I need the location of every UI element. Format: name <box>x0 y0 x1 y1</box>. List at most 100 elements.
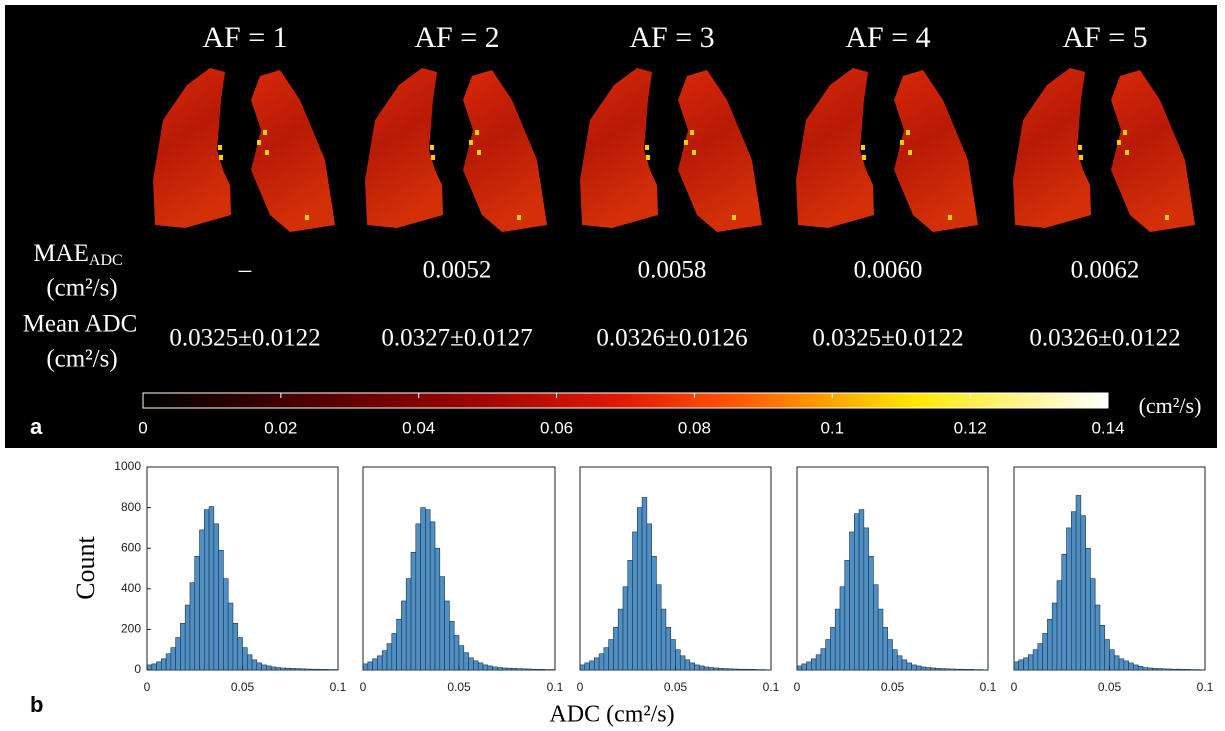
hotspot <box>219 155 223 160</box>
histogram-bar <box>695 665 700 670</box>
y-tick-label: 200 <box>121 622 141 636</box>
histogram-bar <box>594 658 599 670</box>
histogram-bar <box>1110 650 1115 670</box>
histogram-bar <box>1124 661 1129 670</box>
histogram-bar <box>830 627 835 670</box>
hotspot <box>1117 140 1121 145</box>
panel-label: b <box>30 692 43 717</box>
histogram-bar <box>699 666 704 670</box>
histogram-bar <box>445 601 450 670</box>
hotspot <box>862 155 866 160</box>
histogram-bar <box>1105 640 1110 670</box>
histogram-bar <box>604 648 609 670</box>
hotspot <box>1079 155 1083 160</box>
histogram-bar <box>295 669 300 670</box>
histogram-bar <box>416 524 421 670</box>
histogram-bar <box>926 668 931 670</box>
histogram-bar <box>613 627 618 670</box>
histogram-bar <box>1062 554 1067 670</box>
histogram-bar <box>802 664 807 670</box>
histogram-bar <box>714 668 719 670</box>
histogram-bar <box>411 552 416 670</box>
mean-adc-value: 0.0325±0.0122 <box>812 325 963 352</box>
column-title: AF = 4 <box>845 21 930 54</box>
histogram-bar <box>959 669 964 670</box>
histogram-bar <box>666 627 671 670</box>
histogram-bar <box>478 663 483 670</box>
histogram-bar <box>152 664 157 670</box>
colorbar-tick-label: 0.02 <box>264 418 297 437</box>
histogram-bar <box>497 668 502 670</box>
column-title: AF = 5 <box>1062 21 1147 54</box>
histogram-bar <box>157 662 162 670</box>
histogram-bar <box>435 548 440 670</box>
histogram-bar <box>931 668 936 670</box>
hotspot <box>218 145 222 150</box>
histogram-bar <box>816 655 821 670</box>
histogram-bar <box>1157 669 1162 670</box>
histogram-bar <box>247 655 252 670</box>
y-tick-label: 400 <box>121 581 141 595</box>
histogram-bar <box>300 669 305 670</box>
histogram-bar <box>1038 644 1043 670</box>
hotspot <box>645 145 649 150</box>
colorbar-tick-label: 0.04 <box>402 418 435 437</box>
histogram-bar <box>738 669 743 670</box>
histogram-bar <box>888 640 893 670</box>
histogram-bar <box>1090 579 1095 670</box>
histogram-bar <box>507 668 512 670</box>
page: a b MAEADC (cm²/s) Mean ADC (cm²/s) (cm²… <box>0 0 1225 731</box>
histogram-bar <box>368 662 373 670</box>
histogram-bar <box>397 619 402 670</box>
histogram-bar <box>324 669 329 670</box>
hotspot <box>908 150 912 155</box>
histogram-bar <box>907 663 912 670</box>
histogram-bar <box>502 668 507 670</box>
hotspot <box>263 130 267 135</box>
colorbar-tick-label: 0.1 <box>820 418 844 437</box>
histogram-bar <box>609 640 614 670</box>
x-axis-label: ADC (cm²/s) <box>549 702 674 728</box>
histogram-bar <box>647 524 652 670</box>
histogram-bar <box>266 666 271 670</box>
column-title: AF = 2 <box>414 21 499 54</box>
histogram-bar <box>401 601 406 670</box>
histogram-bar <box>1019 660 1024 670</box>
histogram-bar <box>1148 668 1153 670</box>
y-tick-label: 1000 <box>114 459 141 473</box>
x-tick-label: 0.05 <box>881 680 905 694</box>
histogram-bar <box>290 668 295 670</box>
histogram-bar <box>854 514 859 670</box>
histogram-bar <box>1186 669 1191 670</box>
y-axis-label: Count <box>71 535 100 599</box>
histogram-bar <box>185 605 190 670</box>
histogram-bar <box>897 656 902 670</box>
histogram-bar <box>859 510 864 670</box>
colorbar-tick-label: 0.12 <box>954 418 987 437</box>
histogram-bar <box>1114 656 1119 670</box>
x-tick-label: 0.1 <box>763 680 780 694</box>
histogram-bar <box>628 560 633 670</box>
histogram-bar <box>864 528 869 670</box>
histogram-bar <box>387 644 392 670</box>
hotspot <box>265 150 269 155</box>
histogram-bar <box>728 669 733 670</box>
column-title: AF = 3 <box>629 21 714 54</box>
histogram-bar <box>1024 658 1029 670</box>
colorbar-tick-label: 0.08 <box>678 418 711 437</box>
histogram-bar <box>209 507 214 670</box>
histogram-bar <box>935 668 940 670</box>
histogram-bar <box>964 669 969 670</box>
mae-value: 0.0060 <box>854 257 923 284</box>
x-tick-label: 0.1 <box>980 680 997 694</box>
mean-unit: (cm²/s) <box>46 346 117 373</box>
histogram-bar <box>243 648 248 670</box>
x-tick-label: 0 <box>360 680 367 694</box>
histogram-bar <box>637 508 642 670</box>
histogram-bar <box>878 609 883 670</box>
y-tick-label: 600 <box>121 540 141 554</box>
histogram-bar <box>257 663 262 670</box>
histogram-bar <box>921 667 926 670</box>
histogram-bar <box>214 524 219 670</box>
histogram-bar <box>1081 516 1086 670</box>
